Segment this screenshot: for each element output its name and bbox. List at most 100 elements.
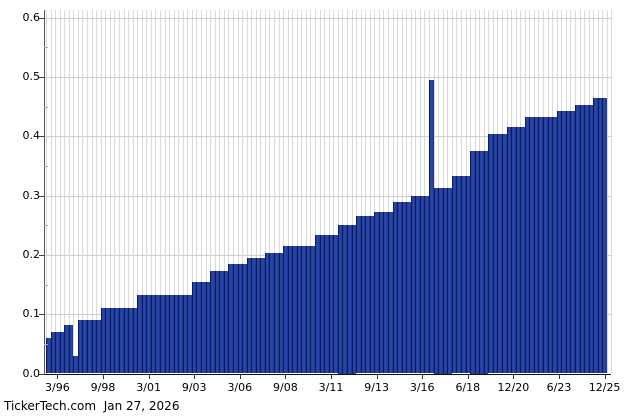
vertical-gridline xyxy=(360,10,362,373)
vertical-gridline xyxy=(242,10,244,373)
dividend-bar xyxy=(593,97,598,374)
y-tick-label: 0.6 xyxy=(22,10,41,24)
vertical-gridline xyxy=(292,10,294,373)
y-tick-label: 0.5 xyxy=(22,70,41,83)
vertical-gridline xyxy=(301,10,303,373)
dividend-bar xyxy=(456,176,461,374)
dividend-bar xyxy=(296,246,302,374)
dividend-bar xyxy=(556,111,562,374)
source-label: TickerTech.com xyxy=(4,399,97,413)
dividend-bar xyxy=(383,211,388,374)
vertical-gridline xyxy=(260,10,262,373)
vertical-gridline xyxy=(278,10,280,373)
dividend-bar xyxy=(529,117,534,374)
dividend-bar xyxy=(260,257,265,374)
vertical-gridline xyxy=(128,10,130,373)
vertical-gridline xyxy=(251,10,253,373)
vertical-gridline xyxy=(283,10,285,373)
y-minor-tick xyxy=(44,165,48,167)
vertical-gridline xyxy=(287,10,289,373)
dividend-bar xyxy=(315,235,320,374)
footer-spacer xyxy=(96,399,104,413)
y-minor-tick xyxy=(44,343,48,345)
x-axis-tick xyxy=(285,375,287,379)
vertical-gridline xyxy=(68,10,70,373)
vertical-gridline xyxy=(141,10,143,373)
x-tick-label: 9/03 xyxy=(181,381,207,394)
vertical-gridline xyxy=(351,10,353,373)
vertical-gridline xyxy=(91,10,93,373)
vertical-gridline xyxy=(64,10,66,373)
y-major-tick xyxy=(39,17,44,19)
dividend-bar xyxy=(538,117,544,374)
x-tick-label: 3/96 xyxy=(45,381,70,394)
dividend-bar xyxy=(223,271,229,374)
dividend-bar xyxy=(68,324,74,374)
vertical-gridline xyxy=(118,10,120,373)
dividend-bar xyxy=(118,308,124,374)
vertical-gridline xyxy=(606,10,608,373)
dividend-bar xyxy=(164,294,170,374)
vertical-gridline xyxy=(150,10,152,373)
y-major-tick xyxy=(39,314,44,316)
vertical-gridline xyxy=(274,10,275,373)
x-axis-tick xyxy=(604,375,606,379)
dividend-bar xyxy=(597,97,603,374)
dividend-bar xyxy=(283,246,288,374)
x-axis-tick xyxy=(57,375,59,379)
horizontal-gridline xyxy=(44,195,612,197)
horizontal-gridline xyxy=(44,77,612,78)
dividend-bar xyxy=(251,257,256,374)
y-tick-label: 0.3 xyxy=(22,188,41,202)
dividend-bar xyxy=(479,151,484,374)
dividend-bar xyxy=(465,176,471,374)
dividend-bar xyxy=(474,151,480,374)
dividend-bar xyxy=(415,195,420,374)
dividend-bar xyxy=(346,225,352,374)
vertical-gridline xyxy=(191,10,193,373)
dividend-bar xyxy=(543,117,548,374)
dividend-bar xyxy=(497,134,502,374)
dividend-bar xyxy=(77,320,83,374)
vertical-gridline xyxy=(46,10,47,373)
dividend-bar xyxy=(533,117,539,374)
vertical-gridline xyxy=(296,10,298,373)
vertical-gridline xyxy=(109,10,111,373)
vertical-gridline xyxy=(328,10,330,373)
x-axis-tick xyxy=(148,375,150,379)
dividend-bar xyxy=(419,195,425,374)
vertical-gridline xyxy=(392,10,394,373)
dividend-bar xyxy=(96,320,101,374)
dividend-bar xyxy=(210,271,215,374)
dividend-bar xyxy=(128,308,133,374)
dividend-bar xyxy=(274,252,279,374)
dividend-bar xyxy=(392,201,398,374)
vertical-gridline xyxy=(55,10,57,373)
x-tick-label: 6/23 xyxy=(546,381,572,394)
dividend-bar xyxy=(515,127,521,374)
vertical-gridline xyxy=(365,10,367,373)
y-major-tick xyxy=(39,373,44,375)
dividend-bar xyxy=(123,308,129,374)
dividend-bar xyxy=(292,246,297,374)
vertical-gridline xyxy=(319,10,321,373)
vertical-gridline xyxy=(146,10,148,373)
dividend-bar xyxy=(483,151,489,374)
y-minor-tick xyxy=(44,225,48,227)
vertical-gridline xyxy=(419,10,421,373)
dividend-bar xyxy=(410,195,416,374)
y-major-tick xyxy=(39,195,44,197)
dividend-bar xyxy=(160,294,165,374)
vertical-gridline xyxy=(305,10,307,373)
vertical-gridline xyxy=(100,10,102,373)
dividend-bar xyxy=(406,201,411,374)
vertical-gridline xyxy=(406,10,408,373)
dividend-bar xyxy=(114,308,119,374)
dividend-bar xyxy=(242,263,247,374)
vertical-gridline xyxy=(182,10,184,373)
y-tick-label: 0.0 xyxy=(22,366,41,380)
dividend-bar xyxy=(447,188,452,374)
dividend-bar xyxy=(73,355,78,374)
vertical-gridline xyxy=(237,10,239,373)
dividend-bar xyxy=(561,111,566,374)
